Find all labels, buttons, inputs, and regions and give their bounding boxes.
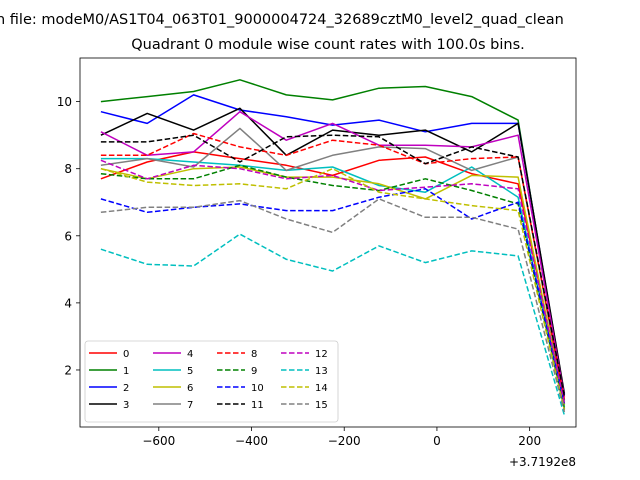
series-line-8 — [100, 132, 566, 401]
legend-box — [84, 340, 339, 423]
y-tick-label: 2 — [64, 363, 72, 377]
y-tick-label: 10 — [57, 95, 72, 109]
series-line-13 — [100, 233, 566, 416]
legend-label-12: 12 — [315, 349, 328, 360]
legend-label-14: 14 — [315, 383, 328, 394]
legend-label-4: 4 — [187, 349, 193, 360]
legend-label-11: 11 — [251, 400, 264, 411]
legend-label-7: 7 — [187, 400, 193, 411]
x-tick-label: −600 — [142, 434, 175, 448]
legend-label-3: 3 — [123, 400, 129, 411]
suptitle: n file: modeM0/AS1T04_063T01_9000004724_… — [0, 12, 564, 28]
x-tick-label: −400 — [235, 434, 268, 448]
x-axis: −600 −400 −200 0 200 — [142, 427, 541, 448]
legend-label-2: 2 — [123, 383, 129, 394]
legend-label-13: 13 — [315, 366, 328, 377]
legend-label-15: 15 — [315, 400, 328, 411]
x-offset-label: +3.7192e8 — [509, 455, 576, 469]
legend-label-9: 9 — [251, 366, 257, 377]
x-tick-label: −200 — [328, 434, 361, 448]
series-line-12 — [100, 159, 566, 404]
y-tick-label: 6 — [64, 229, 72, 243]
series-line-6 — [100, 166, 566, 406]
series-lines — [100, 79, 566, 416]
series-line-4 — [100, 110, 566, 397]
legend-label-10: 10 — [251, 383, 264, 394]
series-line-2 — [100, 94, 566, 396]
series-line-10 — [100, 188, 566, 404]
legend-label-6: 6 — [187, 383, 193, 394]
series-line-1 — [100, 79, 566, 401]
series-line-7 — [100, 127, 566, 402]
y-tick-label: 8 — [64, 162, 72, 176]
y-axis: 2 4 6 8 10 — [57, 95, 80, 377]
legend-label-0: 0 — [123, 349, 129, 360]
axes-frame — [79, 57, 577, 428]
series-line-5 — [100, 157, 566, 408]
legend-label-1: 1 — [123, 366, 129, 377]
legend-label-5: 5 — [187, 366, 193, 377]
chart-title: Quadrant 0 module wise count rates with … — [131, 37, 525, 53]
series-line-9 — [100, 164, 566, 409]
y-tick-label: 4 — [64, 296, 72, 310]
series-line-11 — [100, 134, 566, 397]
x-tick-label: 200 — [518, 434, 541, 448]
legend-label-8: 8 — [251, 349, 257, 360]
x-tick-label: 0 — [433, 434, 441, 448]
